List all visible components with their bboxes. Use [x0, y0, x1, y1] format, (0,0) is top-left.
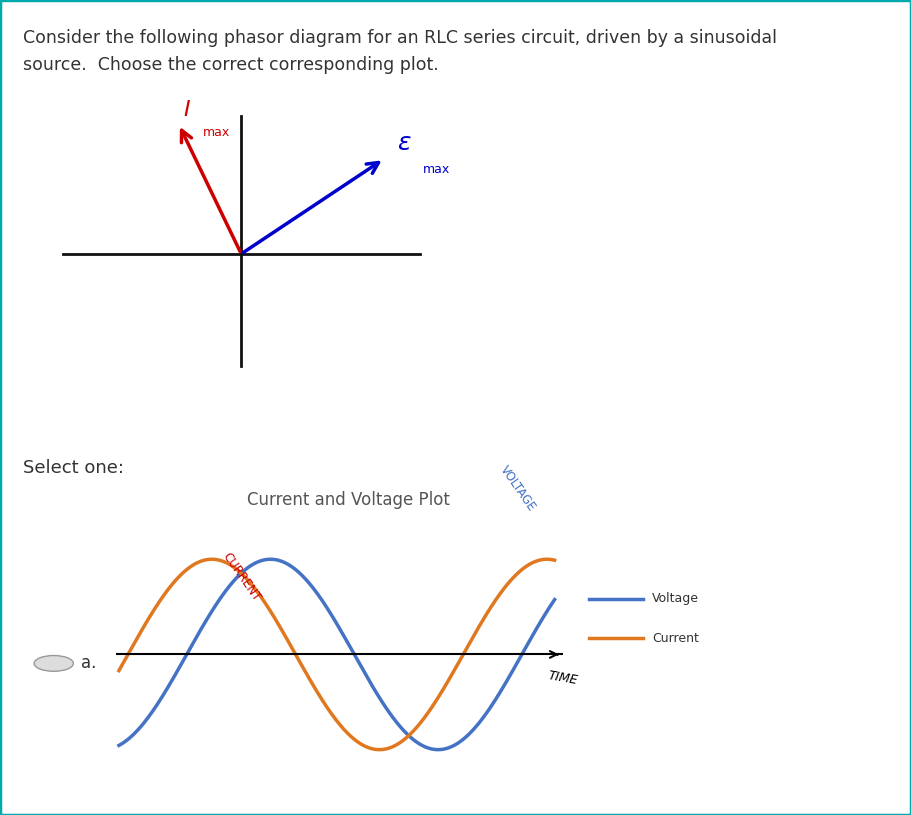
- Text: Voltage: Voltage: [652, 593, 699, 606]
- Text: a.: a.: [80, 654, 96, 672]
- Text: Current and Voltage Plot: Current and Voltage Plot: [247, 491, 450, 509]
- Text: Consider the following phasor diagram for an RLC series circuit, driven by a sin: Consider the following phasor diagram fo…: [23, 29, 776, 73]
- Text: $\varepsilon$: $\varepsilon$: [397, 130, 412, 155]
- Text: max: max: [423, 163, 450, 176]
- Circle shape: [34, 655, 74, 672]
- Text: max: max: [203, 126, 230, 139]
- Text: $I$: $I$: [183, 100, 191, 120]
- Text: Select one:: Select one:: [23, 459, 124, 477]
- Text: Current: Current: [652, 632, 699, 645]
